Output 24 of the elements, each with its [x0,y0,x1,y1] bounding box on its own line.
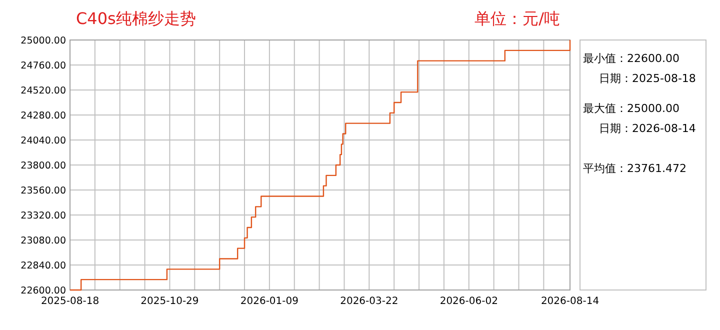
x-tick-label: 2026-03-22 [340,296,398,307]
y-tick-label: 25000.00 [20,35,66,46]
y-tick-label: 23800.00 [20,160,66,172]
chart-title: C40s纯棉纱走势 [76,9,196,28]
y-tick-label: 24520.00 [20,85,66,96]
text: 日期：2025-08-18 [599,72,696,85]
x-tick-label: 2025-10-29 [140,296,199,307]
x-tick-label: 2025-08-18 [40,296,100,307]
y-tick-label: 22600.00 [20,285,66,296]
y-tick-label: 23320.00 [20,210,66,222]
y-tick-label: 23560.00 [20,185,66,196]
text: 最大值：25000.00 [583,102,680,115]
y-tick-label: 22840.00 [20,260,66,272]
x-tick-label: 2026-08-14 [540,296,600,307]
y-tick-label: 24280.00 [20,110,66,122]
y-tick-label: 23080.00 [20,235,66,246]
chart-subtitle: 单位：元/吨 [474,9,560,28]
y-tick-label: 24760.00 [20,60,66,72]
text: 平均值：23761.472 [583,162,686,175]
text: 日期：2026-08-14 [599,122,696,135]
y-tick-label: 24040.00 [20,135,66,146]
text: 最小值：22600.00 [583,52,680,65]
x-tick-label: 2026-06-02 [440,296,498,307]
x-tick-label: 2026-01-09 [240,296,299,307]
